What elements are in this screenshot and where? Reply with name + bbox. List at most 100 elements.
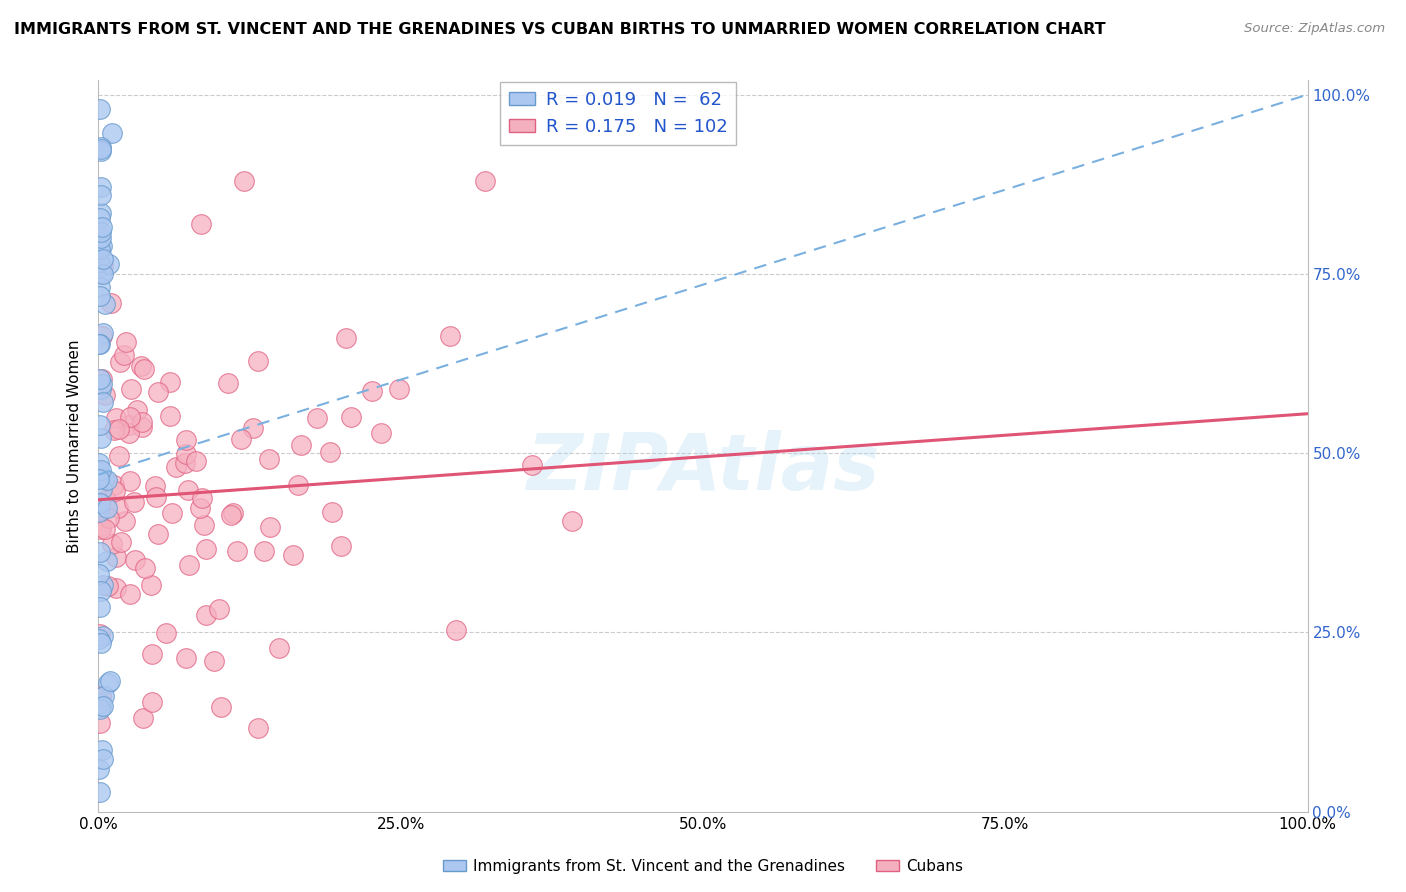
Point	[321, 505, 343, 519]
Point	[89, 763, 111, 777]
Point	[114, 334, 136, 349]
Point	[561, 514, 583, 528]
Point	[91, 752, 114, 766]
Point	[91, 252, 114, 266]
Point	[173, 456, 195, 470]
Point	[231, 432, 253, 446]
Point	[89, 242, 111, 256]
Point	[91, 628, 114, 642]
Point	[89, 102, 111, 116]
Point	[319, 445, 342, 459]
Point	[141, 695, 163, 709]
Point	[112, 348, 135, 362]
Point	[232, 174, 254, 188]
Point	[94, 493, 117, 508]
Point	[281, 549, 304, 563]
Point	[148, 384, 170, 399]
Point	[90, 636, 112, 650]
Point	[253, 544, 276, 558]
Text: ZIPAtlas: ZIPAtlas	[526, 430, 880, 506]
Text: IMMIGRANTS FROM ST. VINCENT AND THE GRENADINES VS CUBAN BIRTHS TO UNMARRIED WOME: IMMIGRANTS FROM ST. VINCENT AND THE GREN…	[14, 22, 1105, 37]
Text: Source: ZipAtlas.com: Source: ZipAtlas.com	[1244, 22, 1385, 36]
Point	[90, 431, 112, 445]
Point	[143, 479, 166, 493]
Point	[159, 409, 181, 423]
Point	[87, 505, 110, 519]
Point	[146, 526, 169, 541]
Point	[290, 438, 312, 452]
Point	[90, 179, 112, 194]
Point	[89, 337, 111, 351]
Point	[195, 607, 218, 622]
Point	[439, 328, 461, 343]
Point	[335, 331, 357, 345]
Legend: Immigrants from St. Vincent and the Grenadines, Cubans: Immigrants from St. Vincent and the Gren…	[436, 853, 970, 880]
Point	[246, 354, 269, 368]
Point	[97, 676, 120, 690]
Point	[89, 702, 111, 716]
Point	[177, 483, 200, 497]
Point	[162, 506, 184, 520]
Point	[202, 654, 225, 668]
Point	[186, 454, 208, 468]
Point	[91, 377, 114, 392]
Point	[89, 471, 111, 485]
Point	[209, 700, 232, 714]
Point	[388, 382, 411, 396]
Point	[129, 359, 152, 373]
Point	[96, 554, 118, 568]
Y-axis label: Births to Unmarried Women: Births to Unmarried Women	[67, 339, 83, 553]
Point	[90, 372, 112, 386]
Point	[104, 483, 127, 498]
Point	[155, 626, 177, 640]
Point	[89, 496, 111, 510]
Point	[89, 696, 111, 710]
Point	[90, 742, 112, 756]
Point	[101, 537, 124, 551]
Point	[89, 372, 111, 386]
Point	[87, 456, 110, 470]
Point	[287, 477, 309, 491]
Point	[120, 382, 142, 396]
Point	[179, 558, 201, 572]
Point	[97, 579, 120, 593]
Point	[89, 417, 111, 432]
Point	[190, 217, 212, 231]
Point	[87, 465, 110, 479]
Point	[90, 583, 112, 598]
Point	[94, 388, 117, 402]
Point	[145, 490, 167, 504]
Point	[370, 425, 392, 440]
Point	[89, 626, 111, 640]
Point	[118, 409, 141, 424]
Point	[107, 421, 129, 435]
Point	[89, 242, 111, 256]
Point	[520, 458, 543, 473]
Point	[89, 599, 111, 614]
Point	[191, 491, 214, 506]
Point	[219, 508, 242, 523]
Point	[222, 506, 245, 520]
Point	[444, 623, 467, 637]
Point	[330, 540, 353, 554]
Point	[90, 140, 112, 154]
Point	[242, 421, 264, 435]
Point	[96, 501, 118, 516]
Point	[259, 520, 281, 534]
Point	[105, 549, 128, 564]
Point	[90, 225, 112, 239]
Point	[246, 721, 269, 735]
Point	[91, 220, 114, 235]
Point	[98, 257, 121, 271]
Point	[131, 420, 153, 434]
Point	[118, 474, 141, 488]
Point	[104, 581, 127, 595]
Point	[131, 415, 153, 429]
Point	[89, 289, 111, 303]
Point	[98, 673, 121, 688]
Point	[195, 542, 218, 557]
Point	[267, 640, 290, 655]
Point	[108, 450, 131, 464]
Point	[93, 522, 115, 536]
Point	[114, 514, 136, 528]
